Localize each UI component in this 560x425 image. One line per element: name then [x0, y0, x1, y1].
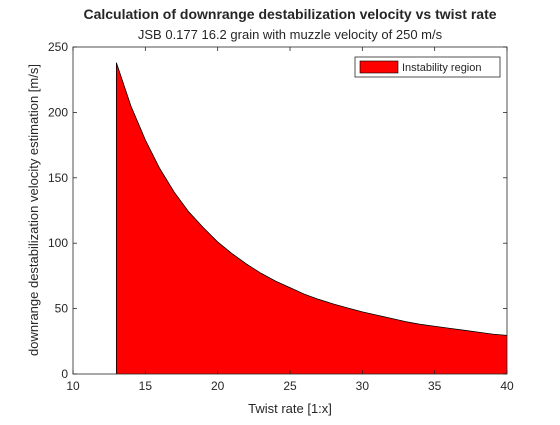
legend-label: Instability region	[402, 62, 482, 74]
data-point	[492, 334, 493, 335]
y-tick-label: 200	[48, 105, 68, 119]
data-point	[130, 105, 131, 106]
x-tick-label: 40	[500, 379, 514, 393]
x-tick-label: 15	[139, 379, 153, 393]
data-point	[405, 321, 406, 322]
data-point	[159, 168, 160, 169]
x-tick-label: 30	[356, 379, 370, 393]
data-point	[275, 281, 276, 282]
instability-region-edge	[116, 62, 508, 336]
plot-area: 10 15 20 25 30 35 40 0 50 100 150 200 250 Instability…	[48, 40, 514, 393]
data-point	[318, 299, 319, 300]
data-point	[232, 253, 233, 254]
chart-subtitle: JSB 0.177 16.2 grain with muzzle velocit…	[138, 27, 443, 42]
data-point	[347, 307, 348, 308]
y-tick-label: 100	[48, 236, 68, 250]
data-point	[449, 328, 450, 329]
data-point	[116, 62, 117, 63]
data-point	[463, 330, 464, 331]
data-point	[434, 326, 435, 327]
x-tick-label: 35	[428, 379, 442, 393]
data-point	[145, 139, 146, 140]
data-point	[246, 264, 247, 265]
instability-region-area	[116, 62, 508, 374]
y-axis-label: downrange destabilization velocity estim…	[26, 64, 41, 356]
data-point	[203, 227, 204, 228]
x-tick-label: 20	[211, 379, 225, 393]
data-point	[260, 273, 261, 274]
data-point	[304, 294, 305, 295]
data-point	[362, 311, 363, 312]
x-tick-label: 10	[66, 379, 80, 393]
data-point	[217, 241, 218, 242]
y-tick-label: 0	[61, 367, 68, 381]
data-point	[289, 287, 290, 288]
legend-swatch	[359, 60, 399, 74]
data-point	[174, 192, 175, 193]
data-point	[391, 318, 392, 319]
data-point	[420, 324, 421, 325]
data-point	[376, 315, 377, 316]
chart-title: Calculation of downrange destabilization…	[83, 6, 496, 22]
y-tick-label: 50	[55, 302, 69, 316]
data-point	[477, 332, 478, 333]
y-tick-label: 250	[48, 40, 68, 54]
x-axis-label: Twist rate [1:x]	[248, 401, 332, 416]
y-tick-label: 150	[48, 171, 68, 185]
data-point	[188, 211, 189, 212]
data-point	[333, 303, 334, 304]
x-tick-label: 25	[283, 379, 297, 393]
